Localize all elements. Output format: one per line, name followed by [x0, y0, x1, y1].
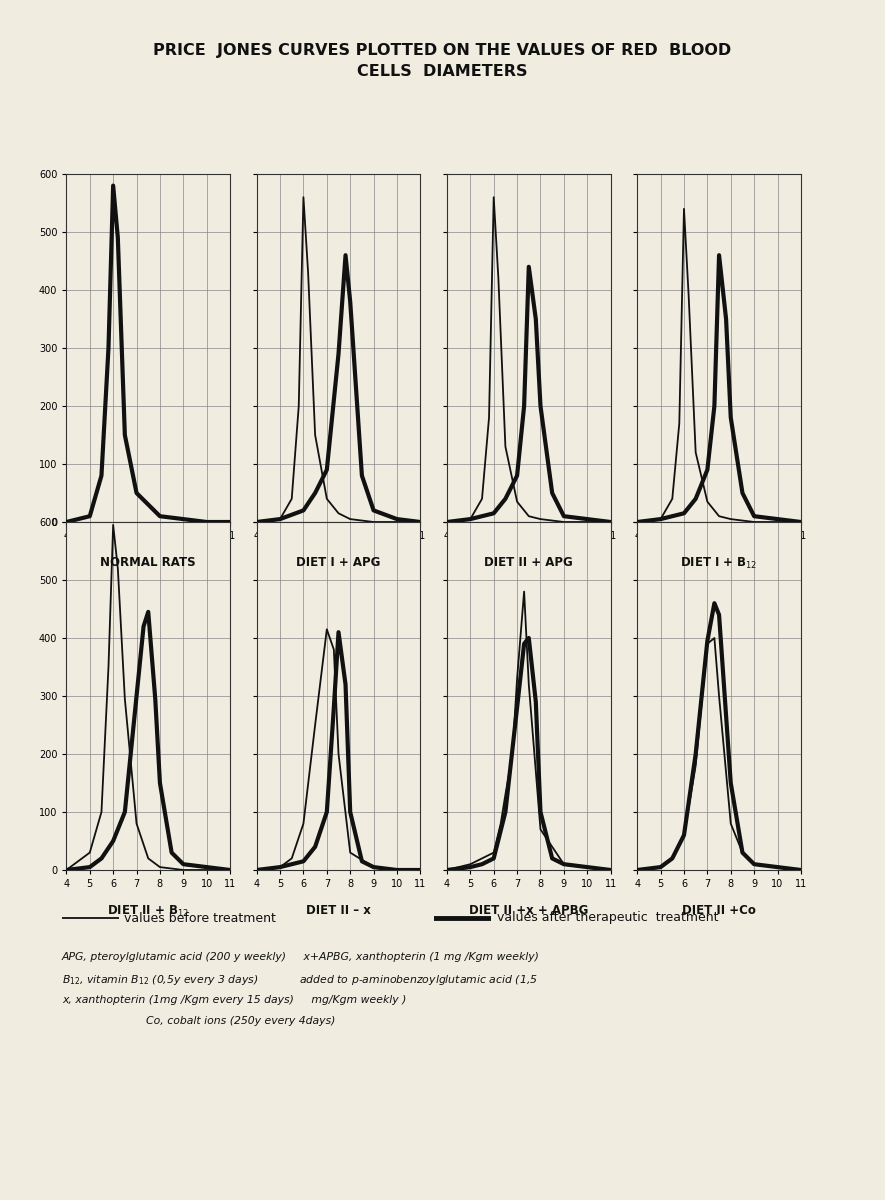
Text: DIET II +x + APBG: DIET II +x + APBG: [469, 904, 589, 917]
Text: DIET II + APG: DIET II + APG: [484, 556, 573, 569]
Text: B$_{12}$, vitamin B$_{12}$ (0,5y every 3 days)            added to p-aminobenzoy: B$_{12}$, vitamin B$_{12}$ (0,5y every 3…: [62, 973, 538, 988]
Text: values after therapeutic  treatment: values after therapeutic treatment: [497, 912, 719, 924]
Text: APG, pteroylglutamic acid (200 y weekly)     x+APBG, xanthopterin (1 mg /Kgm wee: APG, pteroylglutamic acid (200 y weekly)…: [62, 952, 540, 961]
Text: values before treatment: values before treatment: [124, 912, 276, 924]
Text: NORMAL RATS: NORMAL RATS: [100, 556, 196, 569]
Text: DIET II + B$_{12}$: DIET II + B$_{12}$: [107, 904, 189, 919]
Text: DIET II +Co: DIET II +Co: [682, 904, 756, 917]
Text: PRICE  JONES CURVES PLOTTED ON THE VALUES OF RED  BLOOD: PRICE JONES CURVES PLOTTED ON THE VALUES…: [153, 43, 732, 58]
Text: DIET I + APG: DIET I + APG: [296, 556, 381, 569]
Text: DIET I + B$_{12}$: DIET I + B$_{12}$: [681, 556, 758, 571]
Text: DIET II – x: DIET II – x: [306, 904, 371, 917]
Text: x, xanthopterin (1mg /Kgm every 15 days)     mg/Kgm weekly ): x, xanthopterin (1mg /Kgm every 15 days)…: [62, 995, 406, 1004]
Text: CELLS  DIAMETERS: CELLS DIAMETERS: [358, 65, 527, 79]
Text: Co, cobalt ions (250y every 4days): Co, cobalt ions (250y every 4days): [62, 1016, 335, 1026]
